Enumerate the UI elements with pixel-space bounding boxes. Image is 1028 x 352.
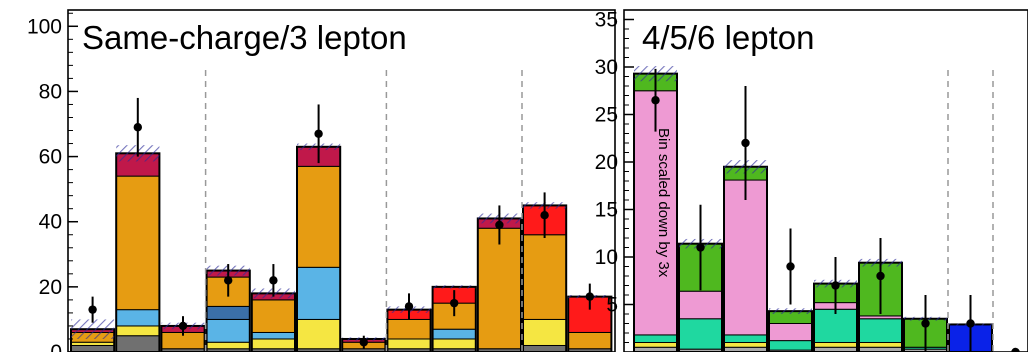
left-y-tick-label-60: 60 bbox=[39, 146, 62, 169]
right-bin-8-data-point bbox=[966, 319, 975, 328]
left-bin-9-data-point bbox=[450, 298, 459, 308]
left-bin-1-uncertainty-band bbox=[71, 319, 115, 339]
left-bin-7-data-point bbox=[359, 338, 368, 347]
left-bin-2-segment-gray bbox=[115, 335, 160, 352]
right-bin-5-segment-yellow bbox=[813, 342, 858, 348]
right-bin-4-uncertainty-band bbox=[769, 308, 812, 314]
right-bin-6-segment-yellow bbox=[858, 342, 903, 348]
right-bin-4-data-point bbox=[786, 262, 795, 271]
left-bin-4-segment-yellow bbox=[206, 341, 251, 350]
left-bin-6-segment-yellow bbox=[296, 318, 341, 350]
left-bin-10-segment-orange bbox=[477, 227, 522, 350]
left-bin-4-data-point bbox=[224, 276, 233, 285]
left-bin-10-data-point bbox=[495, 220, 504, 230]
right-bin-4-segment-teal bbox=[768, 340, 813, 351]
left-bin-12-segment-orange bbox=[567, 331, 612, 350]
right-bin-3-segment-yellow bbox=[723, 342, 768, 348]
right-bin-9-data-point bbox=[1011, 347, 1020, 352]
left-y-tick-label-40: 40 bbox=[39, 211, 62, 234]
right-y-tick-label-20: 20 bbox=[595, 151, 618, 174]
left-bin-4-segment-blue bbox=[206, 318, 251, 343]
chart-right-panel: 5 10 15 20 25 30 35 4/5/6 lepton Bin scaled do… bbox=[595, 9, 1028, 352]
right-bin-1-data-point bbox=[651, 96, 660, 105]
left-bin-8-data-point bbox=[404, 302, 414, 311]
right-bin-3-segment-pink bbox=[723, 179, 768, 336]
left-y-tick-label-80: 80 bbox=[39, 80, 62, 103]
right-y-axis: 5 10 15 20 25 30 35 bbox=[595, 9, 634, 352]
left-bin-8-segment-yellow bbox=[386, 338, 432, 350]
left-bin-12-data-point bbox=[585, 292, 594, 301]
left-bin-6-data-point bbox=[314, 129, 323, 138]
left-bin-11-segment-orange bbox=[522, 234, 567, 320]
right-bin-6-data-point bbox=[876, 271, 885, 281]
right-bin-5-data-point bbox=[831, 281, 840, 290]
right-bin-2-data-point bbox=[696, 243, 705, 252]
left-bin-9-uncertainty-band bbox=[432, 285, 476, 289]
left-bin-1-data-point bbox=[88, 305, 97, 314]
chart-left-panel: 0 20 40 60 80 100 Same-charge/3 lepton bbox=[27, 9, 616, 352]
left-bin-5-segment-yellow bbox=[251, 338, 296, 350]
right-y-tick-label-30: 30 bbox=[595, 56, 618, 79]
left-bin-6-segment-orange bbox=[296, 165, 341, 268]
right-y-tick-label-5: 5 bbox=[606, 294, 618, 317]
right-bin-2-segment-pink bbox=[678, 290, 723, 320]
right-bin-1-segment-yellow bbox=[633, 342, 678, 348]
right-bin-3-segment-teal bbox=[723, 334, 768, 343]
scaled-bin-annotation: Bin scaled down by 3x bbox=[655, 128, 672, 278]
left-bin-5-segment-orange bbox=[251, 299, 296, 333]
right-panel-title: 4/5/6 lepton bbox=[642, 19, 814, 56]
left-plot-frame bbox=[67, 9, 616, 352]
right-plot-area bbox=[633, 66, 1020, 352]
right-bin-3-data-point bbox=[741, 138, 750, 148]
left-y-tick-label-20: 20 bbox=[39, 276, 62, 299]
left-bin-3-data-point bbox=[178, 321, 188, 331]
left-bin-2-segment-blue bbox=[115, 309, 160, 327]
right-y-tick-label-35: 35 bbox=[595, 9, 618, 32]
left-bin-2-segment-orange bbox=[115, 175, 160, 311]
left-bin-11-segment-yellow bbox=[522, 318, 567, 346]
left-bin-5-segment-blue bbox=[251, 331, 296, 340]
left-y-axis: 0 20 40 60 80 100 bbox=[27, 12, 78, 352]
left-y-tick-label-0: 0 bbox=[50, 341, 62, 352]
right-bin-1-segment-teal bbox=[633, 334, 678, 343]
right-y-tick-label-15: 15 bbox=[595, 199, 618, 222]
right-bin-4-segment-pink bbox=[768, 323, 813, 342]
left-bin-9-segment-blue bbox=[432, 328, 477, 340]
right-bin-2-segment-teal bbox=[678, 318, 723, 350]
left-panel-title: Same-charge/3 lepton bbox=[82, 19, 407, 56]
right-y-tick-label-25: 25 bbox=[595, 104, 618, 127]
left-bin-4-segment-darkblue bbox=[206, 305, 251, 320]
left-bin-6-segment-blue bbox=[296, 266, 341, 320]
right-y-tick-label-10: 10 bbox=[595, 246, 618, 269]
left-bin-8-segment-orange bbox=[386, 318, 432, 340]
left-bin-2-segment-yellow bbox=[115, 325, 160, 337]
left-bin-2-data-point bbox=[133, 123, 142, 132]
left-bin-5-data-point bbox=[269, 276, 278, 285]
right-bin-7-data-point bbox=[921, 319, 930, 328]
left-y-tick-label-100: 100 bbox=[27, 15, 62, 38]
right-bin-5-segment-teal bbox=[813, 308, 858, 343]
left-bin-11-data-point bbox=[540, 211, 549, 220]
left-plot-area bbox=[70, 70, 613, 352]
left-bin-9-segment-yellow bbox=[432, 338, 477, 350]
right-bin-6-segment-teal bbox=[858, 318, 903, 343]
